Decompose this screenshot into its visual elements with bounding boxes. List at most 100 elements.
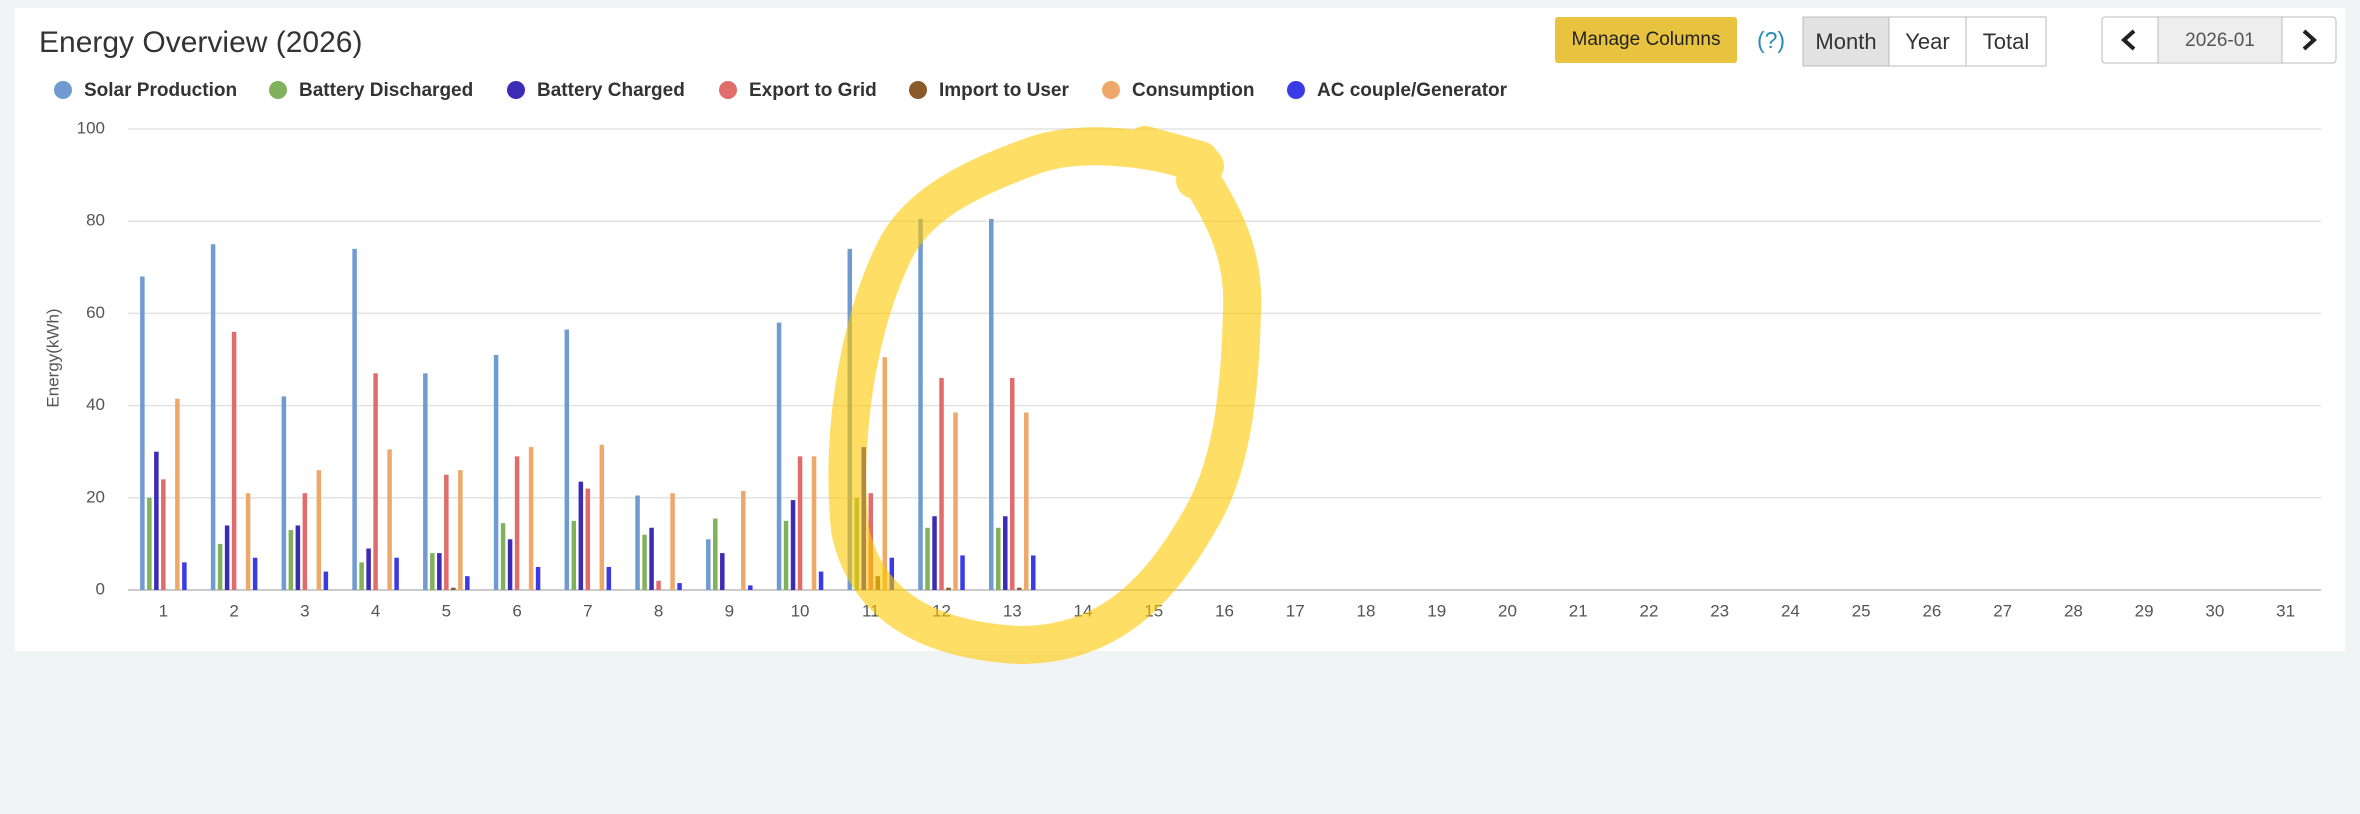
- bar: [387, 449, 392, 590]
- bar: [946, 587, 951, 590]
- bar: [939, 377, 944, 590]
- next-button[interactable]: [2302, 29, 2317, 51]
- bar: [1010, 377, 1015, 590]
- x-tick-label: 24: [1781, 601, 1800, 620]
- bar: [437, 553, 442, 590]
- bar: [316, 470, 322, 590]
- x-tick-label: 6: [512, 601, 521, 620]
- y-tick-label: 20: [86, 487, 105, 506]
- bar: [373, 373, 378, 590]
- bar: [606, 566, 612, 590]
- bar: [147, 497, 152, 590]
- legend-label: Import to User: [939, 80, 1069, 101]
- bar: [224, 525, 230, 590]
- bar: [706, 539, 711, 590]
- bar: [465, 576, 470, 590]
- x-tick-label: 25: [1852, 601, 1871, 620]
- bar: [635, 495, 640, 590]
- bar: [444, 474, 449, 590]
- legend-marker: [269, 81, 287, 99]
- legend-label: AC couple/Generator: [1317, 80, 1508, 101]
- bar: [514, 456, 520, 590]
- bar: [564, 329, 570, 590]
- legend-label: Consumption: [1132, 80, 1254, 101]
- bar: [1024, 412, 1029, 590]
- y-axis-label: Energy(kWh): [43, 308, 62, 407]
- bar: [281, 396, 287, 590]
- legend-marker: [54, 81, 72, 99]
- bar: [210, 244, 216, 590]
- bar: [642, 534, 647, 590]
- x-tick-label: 16: [1215, 601, 1234, 620]
- period-button[interactable]: [1888, 16, 1967, 67]
- bar: [960, 555, 965, 590]
- bar: [649, 527, 654, 590]
- date-field-bg: [2158, 18, 2282, 62]
- period-button[interactable]: [1965, 16, 2047, 67]
- date-value[interactable]: 2026-01: [2185, 30, 2255, 51]
- x-tick-label: 23: [1710, 601, 1729, 620]
- bar: [1031, 555, 1036, 590]
- x-tick-label: 18: [1357, 601, 1376, 620]
- x-tick-label: 21: [1569, 601, 1588, 620]
- bar: [713, 518, 718, 590]
- bar: [394, 557, 399, 590]
- bar: [500, 523, 506, 590]
- legend-marker: [909, 81, 927, 99]
- bar: [797, 456, 803, 590]
- x-tick-label: 2: [229, 601, 238, 620]
- bar: [918, 218, 923, 590]
- x-tick-label: 17: [1286, 601, 1305, 620]
- bar: [245, 493, 251, 590]
- plot: 0 20 40 60 80 100 Solar Production Battery Disc…: [54, 80, 2321, 620]
- bar: [889, 557, 895, 590]
- x-tick-label: 28: [2064, 601, 2083, 620]
- bar: [528, 447, 534, 590]
- legend-label: Export to Grid: [749, 80, 877, 101]
- x-tick-label: 3: [300, 601, 309, 620]
- highlight-annotation: [828, 126, 1262, 664]
- bar: [302, 493, 308, 590]
- bar: [175, 398, 180, 590]
- period-label: Total: [1983, 29, 2029, 54]
- bar: [776, 322, 782, 590]
- bar: [154, 451, 159, 590]
- chart-title: Energy Overview (2026): [39, 26, 362, 59]
- bar: [161, 479, 166, 590]
- y-tick-label: 40: [86, 395, 105, 414]
- manage-columns-label: Manage Columns: [1572, 29, 1721, 50]
- bar: [989, 218, 994, 590]
- bar: [748, 585, 753, 590]
- bar: [1017, 587, 1022, 590]
- x-tick-label: 26: [1922, 601, 1941, 620]
- bar: [182, 562, 187, 590]
- period-label: Year: [1905, 29, 1949, 54]
- prev-button[interactable]: [2121, 29, 2136, 51]
- manage-columns-button[interactable]: [1555, 17, 1737, 63]
- bar: [953, 412, 958, 590]
- x-tick-label: 4: [371, 601, 380, 620]
- bar: [140, 276, 145, 590]
- bar: [359, 562, 364, 590]
- x-tick-label: 31: [2276, 601, 2295, 620]
- x-tick-label: 9: [725, 601, 734, 620]
- bar: [670, 493, 675, 590]
- bar: [677, 583, 682, 590]
- bar: [720, 553, 725, 590]
- y-tick-label: 100: [77, 118, 105, 137]
- controls: Manage Columns (?) 2026-01 Month Year Tota…: [1555, 16, 2337, 67]
- x-tick-label: 8: [654, 601, 663, 620]
- bar: [571, 520, 577, 590]
- bar: [656, 580, 661, 590]
- help-link[interactable]: (?): [1757, 27, 1785, 53]
- bar: [783, 520, 789, 590]
- bar: [996, 527, 1001, 590]
- bar: [430, 553, 435, 590]
- bar: [352, 248, 357, 591]
- bar: [585, 488, 591, 590]
- bar: [295, 525, 301, 590]
- bar: [1003, 516, 1008, 590]
- bar: [493, 354, 499, 590]
- bar: [507, 539, 513, 590]
